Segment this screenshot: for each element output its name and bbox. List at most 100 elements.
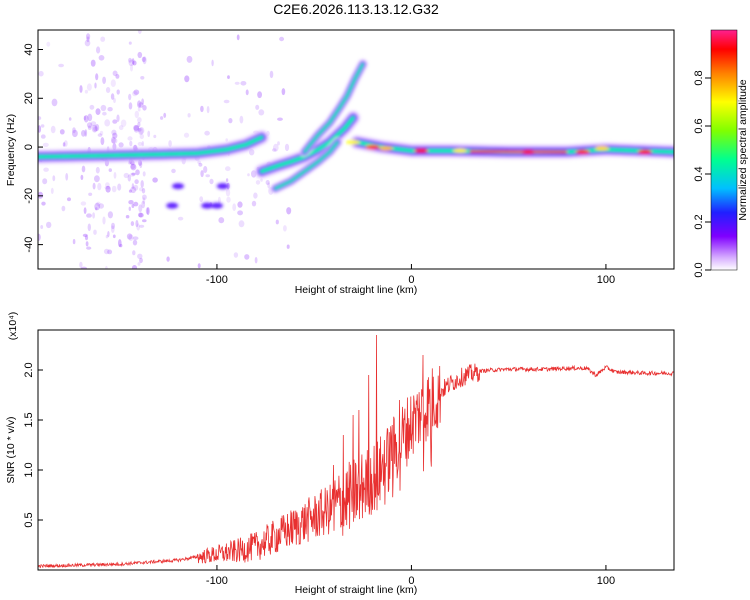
spectrogram-noise-dot bbox=[102, 76, 106, 85]
spectrogram-noise-dot bbox=[105, 234, 109, 239]
spectrogram-noise-dot bbox=[113, 172, 117, 179]
spectrogram-noise-dot bbox=[86, 122, 93, 128]
spectrogram-noise-dot bbox=[218, 217, 225, 224]
spectrogram-noise-dot bbox=[187, 113, 191, 118]
spectrogram-noise-dot bbox=[142, 171, 146, 177]
spectrogram-noise-dot bbox=[83, 115, 87, 121]
snr-multiplier: (x10⁴) bbox=[7, 312, 19, 340]
colorbar-label: Normalized spectral amplitude bbox=[737, 79, 749, 220]
spectrogram-x-label: Height of straight line (km) bbox=[295, 284, 418, 296]
colorbar-tick-label: 0.4 bbox=[693, 166, 705, 181]
spectrogram-noise-dot bbox=[86, 33, 91, 40]
spectrogram-noise-dot bbox=[52, 175, 56, 182]
spectrogram-noise-dot bbox=[40, 124, 45, 128]
spectrogram-noise-dot bbox=[146, 207, 150, 216]
spectrogram-noise-dot bbox=[40, 225, 44, 229]
spectrogram-noise-dot bbox=[104, 186, 111, 190]
spectrogram-y-tick-label: -40 bbox=[23, 237, 35, 253]
spectrogram-noise-dot bbox=[131, 183, 135, 190]
spectrogram-noise-dot bbox=[110, 93, 115, 100]
spectrogram-noise-dot bbox=[132, 239, 138, 246]
spectrogram-noise-dot bbox=[197, 160, 201, 165]
spectrogram-noise-dot bbox=[96, 201, 101, 206]
spectrogram-hot-spot bbox=[346, 139, 361, 145]
spectrogram-noise-dot bbox=[59, 129, 65, 135]
spectrogram-noise-dot bbox=[85, 241, 89, 247]
spectrogram-noise-dot bbox=[84, 39, 91, 47]
spectrogram-noise-dot bbox=[72, 239, 76, 245]
snr-y-ticks: 0.5 1.0 1.5 2.0 bbox=[23, 362, 43, 528]
spectrogram-noise-dot bbox=[217, 196, 221, 204]
spectrogram-noise-dot bbox=[168, 140, 172, 147]
spectrogram-noise-dot bbox=[95, 108, 101, 115]
snr-y-tick-label: 1.0 bbox=[23, 462, 35, 477]
spectrogram-noise-dot bbox=[234, 81, 240, 85]
spectrogram-noise-dot bbox=[247, 173, 250, 177]
spectrogram-y-tick-label: 20 bbox=[23, 92, 35, 104]
spectrogram-noise-dot bbox=[186, 55, 193, 63]
spectrogram-noise-dot bbox=[107, 107, 113, 112]
spectrogram-noise-dot bbox=[89, 104, 95, 110]
snr-panel: -100 0 100 0.5 1.0 1.5 2.0 Height of straight… bbox=[5, 312, 675, 596]
spectrogram-y-tick-label: 0 bbox=[23, 144, 35, 150]
spectrogram-noise-dot bbox=[79, 85, 83, 93]
spectrogram-noise-dot bbox=[152, 177, 158, 183]
spectrogram-y-ticks: -40 -20 0 20 40 bbox=[23, 43, 43, 253]
spectrogram-noise-dot bbox=[138, 204, 143, 213]
spectrogram-noise-dot bbox=[137, 30, 142, 34]
spectrogram-noise-dot bbox=[197, 263, 201, 269]
spectrogram-hot-spot bbox=[365, 144, 380, 150]
spectrogram-noise-dot bbox=[131, 204, 135, 208]
spectrogram-noise-dot bbox=[113, 97, 116, 103]
spectrogram-noise-dot bbox=[127, 136, 133, 141]
snr-series-line bbox=[38, 334, 674, 569]
spectrogram-noise-dot bbox=[177, 216, 184, 221]
spectrogram-noise-dot bbox=[239, 115, 244, 124]
spectrogram-noise-dot bbox=[111, 136, 116, 144]
spectrogram-noise-dot bbox=[138, 212, 144, 218]
spectrogram-trace-second-lower-branch bbox=[274, 141, 339, 190]
spectrogram-noise-dot bbox=[131, 58, 135, 65]
spectrogram-noise-dot bbox=[87, 223, 92, 232]
spectrogram-noise-dot bbox=[93, 126, 98, 132]
spectrogram-noise-dot bbox=[135, 220, 139, 228]
spectrogram-noise-dot bbox=[137, 262, 141, 266]
spectrogram-noise-dot bbox=[233, 252, 239, 258]
spectrogram-noise-dot bbox=[129, 172, 135, 177]
spectrogram-noise-dot bbox=[255, 104, 260, 110]
chart-title: C2E6.2026.113.13.12.G32 bbox=[273, 1, 439, 17]
spectrogram-noise-dot bbox=[84, 129, 88, 137]
spectrogram-noise-dot bbox=[140, 180, 144, 188]
spectrogram-trace-lower-branch bbox=[259, 116, 355, 174]
snr-x-tick-label: 100 bbox=[597, 575, 615, 587]
spectrogram-noise-dot bbox=[90, 121, 97, 127]
spectrogram-noise-dot bbox=[95, 166, 100, 174]
spectrogram-noise-dot bbox=[257, 91, 262, 99]
spectrogram-noise-dot bbox=[86, 83, 92, 91]
spectrogram-noise-dot bbox=[137, 141, 143, 146]
spectrogram-noise-dot bbox=[142, 105, 147, 111]
snr-frame bbox=[37, 329, 675, 571]
spectrogram-noise-dot bbox=[42, 178, 48, 185]
spectrogram-noise-dot bbox=[38, 116, 42, 120]
snr-y-tick-label: 0.5 bbox=[23, 512, 35, 527]
spectrogram-x-ticks: -100 0 100 bbox=[206, 264, 615, 286]
spectrogram-noise-dot bbox=[102, 111, 107, 116]
spectrogram-noise-dot bbox=[137, 121, 141, 128]
spectrogram-noise-dot bbox=[125, 215, 130, 219]
spectrogram-noise-dot bbox=[137, 253, 143, 259]
spectrogram-noise-dot bbox=[42, 142, 49, 147]
spectrogram-noise-dot bbox=[86, 246, 92, 250]
spectrogram-noise-dot bbox=[141, 56, 146, 63]
spectrogram-noise-dot bbox=[112, 132, 118, 139]
spectrogram-y-tick-label: -20 bbox=[23, 188, 35, 204]
spectrogram-noise-dot bbox=[72, 129, 78, 138]
spectrogram-noise-dot bbox=[132, 60, 137, 66]
spectrogram-noise-dot bbox=[277, 141, 280, 146]
snr-y-label: SNR (10 * v/v) bbox=[5, 416, 17, 483]
spectrogram-noise-dot bbox=[133, 124, 140, 131]
colorbar-ticks: 0.0 0.2 0.4 0.6 0.8 bbox=[693, 70, 711, 278]
spectrogram-noise-dot bbox=[87, 113, 93, 122]
spectrogram-noise-dot bbox=[223, 99, 230, 104]
